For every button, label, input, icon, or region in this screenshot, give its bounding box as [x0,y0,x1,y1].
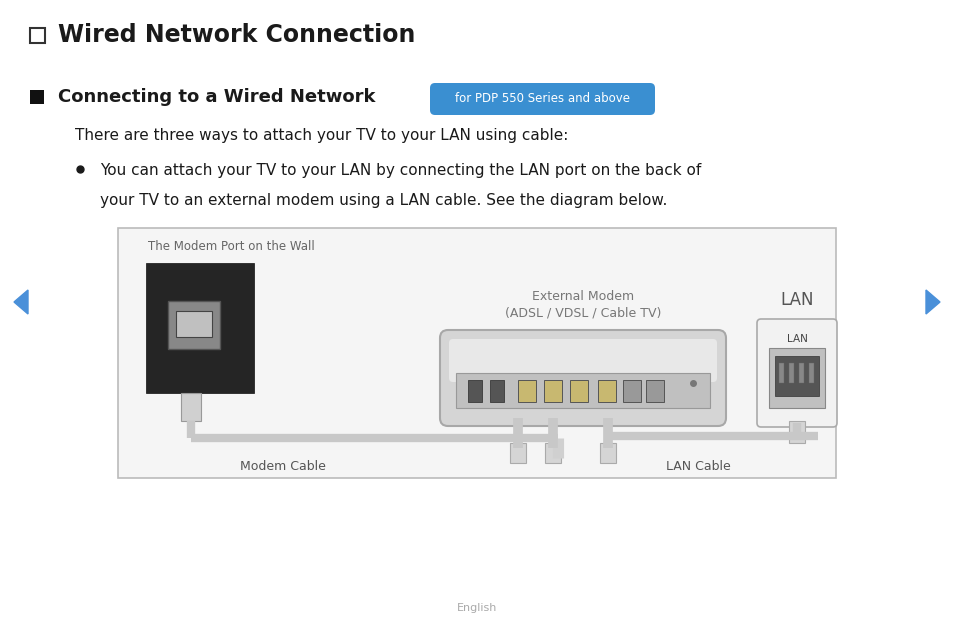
FancyBboxPatch shape [30,90,44,104]
FancyBboxPatch shape [510,443,525,463]
FancyBboxPatch shape [181,393,201,421]
FancyBboxPatch shape [774,356,818,396]
FancyBboxPatch shape [799,363,803,383]
FancyBboxPatch shape [598,380,616,402]
FancyBboxPatch shape [175,311,212,337]
Text: There are three ways to attach your TV to your LAN using cable:: There are three ways to attach your TV t… [75,128,568,143]
Polygon shape [925,290,939,314]
FancyBboxPatch shape [456,373,709,408]
FancyBboxPatch shape [622,380,640,402]
FancyBboxPatch shape [543,380,561,402]
FancyBboxPatch shape [768,348,824,408]
FancyBboxPatch shape [146,263,253,393]
Text: Wired Network Connection: Wired Network Connection [58,24,415,47]
Polygon shape [14,290,28,314]
Text: External Modem: External Modem [532,290,634,303]
FancyBboxPatch shape [645,380,663,402]
FancyBboxPatch shape [168,301,220,349]
FancyBboxPatch shape [788,363,793,383]
FancyBboxPatch shape [599,443,616,463]
FancyBboxPatch shape [779,363,783,383]
FancyBboxPatch shape [788,421,804,443]
Text: You can attach your TV to your LAN by connecting the LAN port on the back of: You can attach your TV to your LAN by co… [100,163,700,178]
Text: LAN: LAN [785,334,806,344]
Text: for PDP 550 Series and above: for PDP 550 Series and above [455,92,629,105]
Text: Connecting to a Wired Network: Connecting to a Wired Network [58,88,375,106]
Text: LAN Cable: LAN Cable [665,459,730,472]
FancyBboxPatch shape [439,330,725,426]
Text: your TV to an external modem using a LAN cable. See the diagram below.: your TV to an external modem using a LAN… [100,193,667,208]
Text: Modem Cable: Modem Cable [240,459,326,472]
Text: English: English [456,603,497,613]
FancyBboxPatch shape [808,363,813,383]
FancyBboxPatch shape [468,380,481,402]
FancyBboxPatch shape [449,339,717,382]
Text: (ADSL / VDSL / Cable TV): (ADSL / VDSL / Cable TV) [504,306,660,319]
FancyBboxPatch shape [118,228,835,478]
FancyBboxPatch shape [430,83,655,115]
FancyBboxPatch shape [517,380,536,402]
FancyBboxPatch shape [30,28,45,43]
FancyBboxPatch shape [544,443,560,463]
FancyBboxPatch shape [490,380,503,402]
Text: The Modem Port on the Wall: The Modem Port on the Wall [148,240,314,253]
FancyBboxPatch shape [569,380,587,402]
Text: LAN: LAN [780,291,813,309]
FancyBboxPatch shape [757,319,836,427]
